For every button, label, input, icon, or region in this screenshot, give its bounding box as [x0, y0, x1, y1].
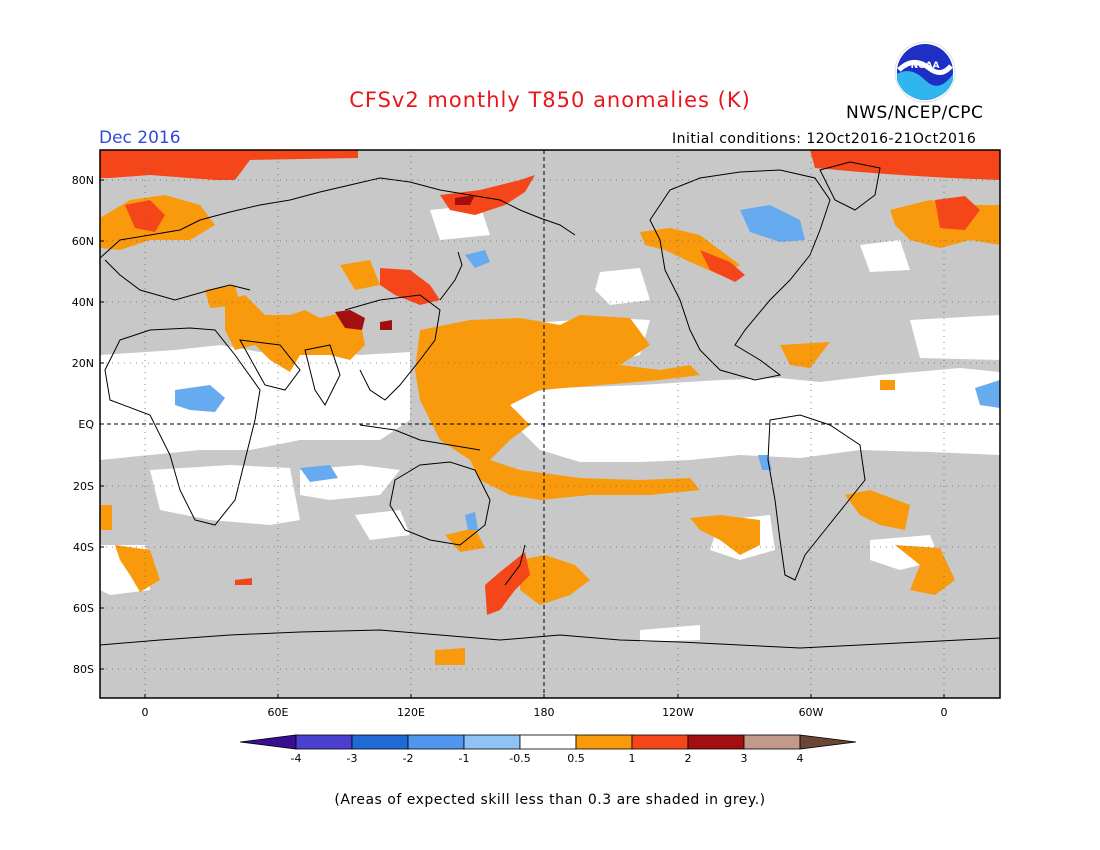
footnote: (Areas of expected skill less than 0.3 a… [334, 792, 766, 808]
logo-text: NOAA [911, 61, 940, 71]
colorbar-label: -4 [291, 752, 302, 765]
colorbar-segment [743, 734, 801, 750]
map-field [99, 149, 1001, 699]
colorbar-label: 0.5 [567, 752, 585, 765]
agency-label: NWS/NCEP/CPC [846, 103, 984, 123]
warm-anomaly-regions [100, 195, 1000, 665]
colorbar-segment [407, 734, 465, 750]
chart-title: CFSv2 monthly T850 anomalies (K) [349, 88, 751, 112]
noaa-logo: NOAA [893, 40, 957, 104]
lat-tick-label: 40N [72, 296, 94, 309]
lat-tick-label: 20S [73, 480, 94, 493]
colorbar-segment [463, 734, 521, 750]
colorbar-label: 3 [741, 752, 748, 765]
lon-tick-label: 0 [142, 706, 149, 719]
initial-conditions: Initial conditions: 12Oct2016-21Oct2016 [672, 131, 977, 147]
latitude-axis: 80N 60N 40N 20N EQ 20S 40S 60S 80S [72, 174, 104, 676]
colorbar-segment [295, 734, 353, 750]
forecast-period: Dec 2016 [99, 128, 181, 148]
very-strong-warm-regions [335, 195, 475, 330]
cool-anomaly-regions [175, 205, 1000, 530]
lat-tick-label: 60S [73, 602, 94, 615]
colorbar-segment [351, 734, 409, 750]
colorbar-segment [631, 734, 689, 750]
colorbar-segment [239, 734, 297, 750]
lon-tick-label: 60W [799, 706, 824, 719]
colorbar-label: -0.5 [509, 752, 530, 765]
lat-tick-label: EQ [78, 418, 94, 431]
lon-tick-label: 120W [662, 706, 694, 719]
coastlines [99, 161, 1001, 649]
colorbar-segment [687, 734, 745, 750]
colorbar-label: -3 [347, 752, 358, 765]
lat-tick-label: 40S [73, 541, 94, 554]
lon-tick-label: 120E [397, 706, 425, 719]
colorbar-segment [575, 734, 633, 750]
graticule [100, 150, 1000, 698]
lon-tick-label: 180 [534, 706, 555, 719]
colorbar-label: -2 [403, 752, 414, 765]
colorbar-label: 1 [629, 752, 636, 765]
colorbar-label: -1 [459, 752, 470, 765]
colorbar-label: 2 [685, 752, 692, 765]
color-bar: -4 -3 -2 -1 -0.5 0.5 1 2 3 4 [239, 734, 857, 765]
colorbar-segment [799, 734, 857, 750]
longitude-axis: 0 60E 120E 180 120W 60W 0 [142, 694, 948, 719]
lat-tick-label: 20N [72, 357, 94, 370]
lat-tick-label: 80N [72, 174, 94, 187]
lat-tick-label: 80S [73, 663, 94, 676]
lon-tick-label: 60E [268, 706, 289, 719]
colorbar-label: 4 [797, 752, 804, 765]
lat-tick-label: 60N [72, 235, 94, 248]
colorbar-segment [519, 734, 577, 750]
lon-tick-label: 0 [941, 706, 948, 719]
